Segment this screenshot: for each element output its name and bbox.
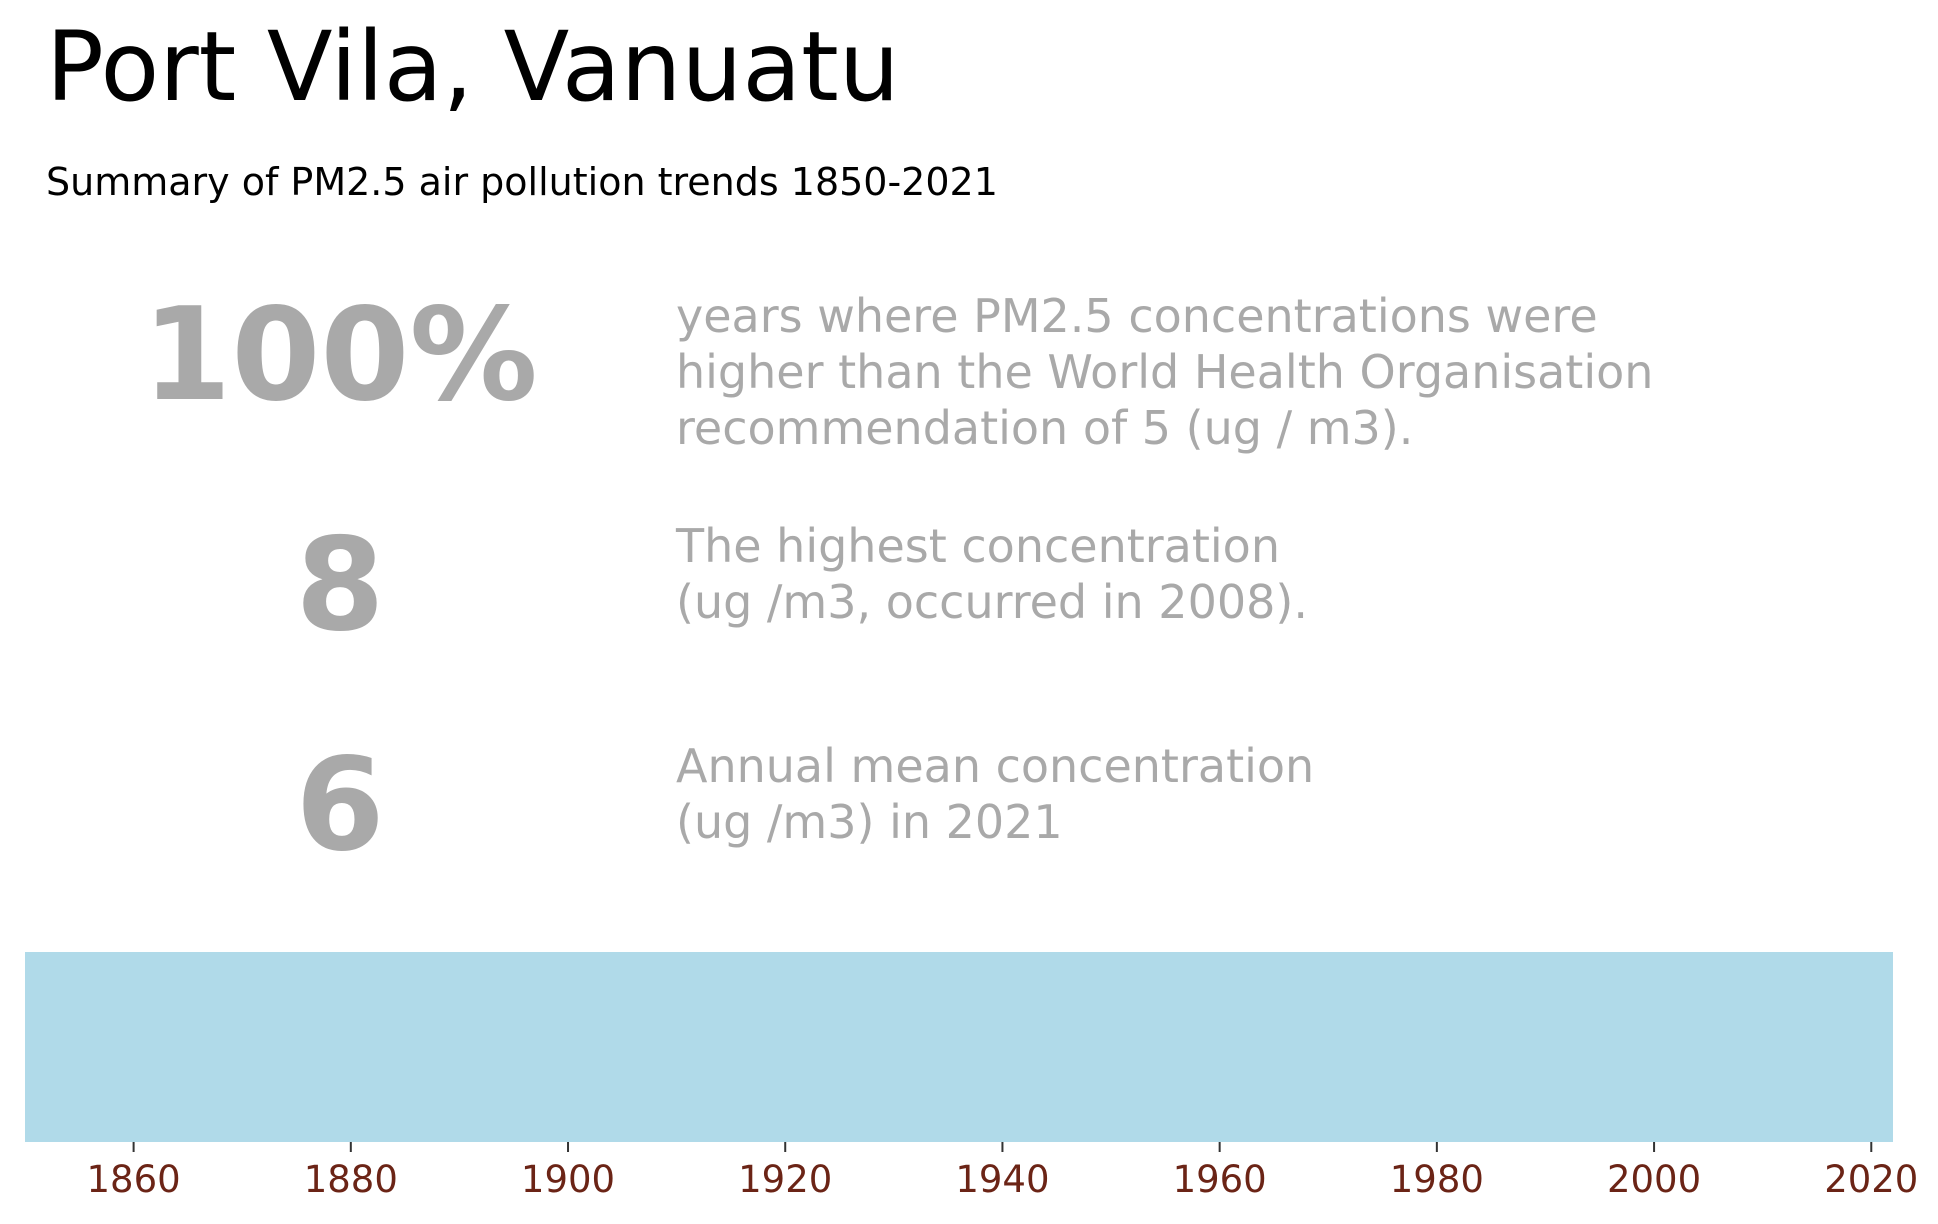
x-tick-label-1920: 1920 [738,1158,832,1201]
stripe-band-0 [25,952,1893,1142]
x-tick-label-1980: 1980 [1390,1158,1484,1201]
x-tick-label-1940: 1940 [955,1158,1049,1201]
stat-highest-concentration-description: The highest concentration (ug /m3, occur… [676,519,1308,629]
page-title: Port Vila, Vanuatu [46,11,900,123]
stat-years-above-who-description: years where PM2.5 concentrations were hi… [676,289,1654,455]
x-tick-label-1880: 1880 [304,1158,398,1201]
x-tick-label-1900: 1900 [521,1158,615,1201]
x-tick-label-1860: 1860 [87,1158,181,1201]
page-subtitle: Summary of PM2.5 air pollution trends 18… [46,160,998,204]
stat-years-above-who-value: 100% [142,281,538,430]
x-tick-label-2000: 2000 [1607,1158,1701,1201]
stat-annual-mean-description: Annual mean concentration (ug /m3) in 20… [676,739,1315,849]
stat-annual-mean-value: 6 [295,731,385,880]
x-tick-label-1960: 1960 [1173,1158,1267,1201]
x-tick-label-2020: 2020 [1824,1158,1918,1201]
stat-highest-concentration-value: 8 [295,511,385,660]
